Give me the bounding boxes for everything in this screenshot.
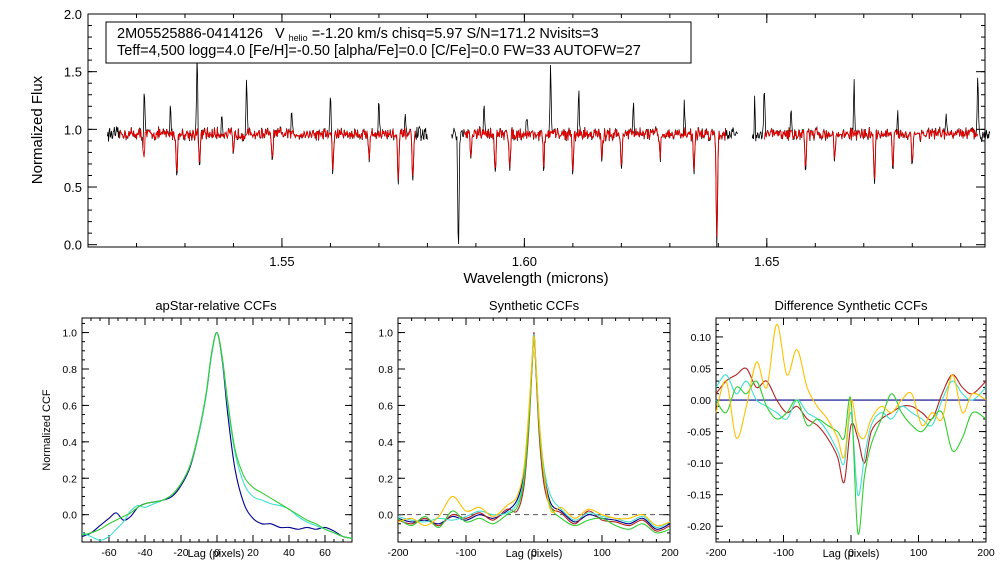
spectrum-model-chip [463, 126, 726, 237]
synthetic-ccf-x-tick-label: -100 [455, 547, 476, 559]
apstar-ccf-panel: apStar-relative CCFs -60 -40 -20 0 20 40 60 0.0… [41, 298, 353, 560]
spectrum-y-tick-label: 1.5 [64, 65, 82, 80]
difference-ccf-y-tick-label: -0.20 [687, 521, 711, 533]
spectrum-info-box [105, 21, 692, 64]
apstar-ccf-series-visit-1 [81, 332, 353, 539]
difference-ccf-x-tick-label: 0 [848, 547, 854, 559]
synthetic-ccf-panel: Synthetic CCFs -200 -100 0 100 200 0.0 0.2 0.4 0… [378, 298, 679, 560]
apstar-ccf-x-tick-label: 20 [247, 547, 259, 559]
synthetic-ccf-series-visit-2 [397, 333, 671, 529]
apstar-ccf-y-tick-label: 0.6 [62, 400, 77, 412]
synthetic-ccf-x-tick-label: 200 [661, 547, 679, 559]
synthetic-ccf-series-visit-4 [397, 335, 671, 527]
difference-ccf-y-tick-label: -0.10 [687, 458, 711, 470]
spectrum-y-axis-label: Normalized Flux [29, 75, 46, 184]
difference-ccf-x-tick-label: -200 [705, 547, 726, 559]
spectrum-y-tick-label: 2.0 [64, 7, 82, 22]
apstar-ccf-x-tick-label: 0 [214, 547, 220, 559]
difference-ccf-panel: Difference Synthetic CCFs -200 -100 0 100 20… [687, 298, 995, 560]
synthetic-ccf-y-tick-label: 0.8 [378, 364, 393, 376]
spectrum-panel: 1.55 1.60 1.65 0.0 0.5 1.0 1.5 2.0 2M05525886-0… [29, 7, 991, 287]
info-line-1-values: =-1.20 km/s chisq=5.97 S/N=171.2 Nvisits… [312, 26, 599, 42]
difference-ccf-y-tick-label: -0.15 [687, 490, 711, 502]
synthetic-ccf-y-tick-label: 0.6 [378, 400, 393, 412]
spectrum-y-tick-label: 0.0 [64, 238, 82, 253]
synthetic-ccf-x-axis-label: Lag (pixels) [506, 548, 563, 560]
spectrum-x-tick-label: 1.55 [269, 254, 294, 269]
spectrum-axis-ticks: 1.55 1.60 1.65 0.0 0.5 1.0 1.5 2.0 [64, 7, 985, 269]
spectrum-x-tick-label: 1.60 [512, 254, 537, 269]
spectrum-observed-series [106, 57, 991, 248]
spectrum-observed-chip [106, 57, 428, 185]
apstar-ccf-x-tick-label: 60 [319, 547, 331, 559]
apstar-ccf-y-tick-label: 1.0 [62, 328, 77, 340]
synthetic-ccf-series-visit-3 [397, 335, 671, 534]
difference-ccf-plot-frame [715, 317, 987, 543]
spectrum-y-tick-label: 1.0 [64, 122, 82, 137]
spectrum-y-tick-label: 0.5 [64, 180, 82, 195]
synthetic-ccf-x-tick-label: 0 [531, 547, 537, 559]
spectrum-x-tick-label: 1.65 [754, 254, 779, 269]
difference-ccf-x-tick-label: 200 [977, 547, 995, 559]
difference-ccf-x-tick-label: -100 [773, 547, 794, 559]
apstar-ccf-series-visit-2 [81, 332, 353, 541]
difference-ccf-y-tick-label: 0.05 [691, 363, 712, 375]
synthetic-ccf-series-visit-1 [397, 332, 671, 532]
apstar-ccf-x-tick-label: 40 [283, 547, 295, 559]
synthetic-ccf-plot-frame [397, 317, 671, 543]
difference-ccf-plot-area: -200 -100 0 100 200 -0.20 -0.15 -0.10 -0.05 0.00 0… [687, 317, 995, 559]
apstar-ccf-y-tick-label: 0.2 [62, 473, 77, 485]
apstar-ccf-plot-frame [81, 317, 353, 543]
spectrum-plot-frame [87, 13, 986, 248]
difference-ccf-y-tick-label: 0.00 [691, 395, 712, 407]
apstar-ccf-y-tick-label: 0.0 [62, 510, 77, 522]
spectrum-model-chip [764, 126, 979, 179]
difference-ccf-x-axis-label: Lag (pixels) [823, 548, 880, 560]
synthetic-ccf-x-tick-label: -200 [387, 547, 408, 559]
synthetic-ccf-y-tick-label: 1.0 [378, 328, 393, 340]
info-line-2: Teff=4,500 logg=4.0 [Fe/H]=-0.50 [alpha/… [117, 43, 641, 59]
difference-ccf-series-visit-3 [715, 380, 987, 535]
synthetic-ccf-title: Synthetic CCFs [489, 298, 580, 313]
difference-ccf-series-visit-4 [715, 323, 987, 459]
apstar-ccf-x-axis-label: Lag (pixels) [188, 548, 245, 560]
difference-ccf-y-tick-label: 0.10 [691, 332, 712, 344]
apstar-ccf-y-axis-label: Normalized CCF [41, 389, 53, 471]
info-line-1: 2M05525886-0414126 V helio =-1.20 km/s c… [117, 26, 599, 45]
vhelio-subscript: helio [289, 33, 308, 43]
apstar-ccf-title: apStar-relative CCFs [155, 298, 277, 313]
synthetic-ccf-y-tick-label: 0.2 [378, 473, 393, 485]
synthetic-ccf-series-combined [397, 335, 671, 530]
synthetic-ccf-y-tick-label: 0.0 [378, 510, 393, 522]
apstar-ccf-y-tick-label: 0.8 [62, 364, 77, 376]
difference-ccf-y-tick-label: -0.05 [687, 427, 711, 439]
apstar-ccf-x-tick-label: -60 [101, 547, 116, 559]
spectrum-x-axis-label: Wavelength (microns) [463, 270, 608, 287]
apstar-ccf-y-tick-label: 0.4 [62, 437, 77, 449]
apstar-ccf-x-tick-label: -40 [137, 547, 152, 559]
star-id: 2M05525886-0414126 [117, 26, 263, 42]
synthetic-ccf-plot-area: -200 -100 0 100 200 0.0 0.2 0.4 0.6 0.8 1.0 [378, 318, 679, 559]
difference-ccf-x-tick-label: 100 [910, 547, 928, 559]
vhelio-symbol: V [275, 26, 285, 42]
apstar-ccf-plot-area: -60 -40 -20 0 20 40 60 0.0 0.2 0.4 0.6 0.8 1.0 [62, 318, 353, 559]
difference-ccf-series-visit-1 [715, 367, 987, 484]
apstar-ccf-series-visit-3 [81, 332, 353, 539]
spectrum-model-series [119, 126, 979, 237]
synthetic-ccf-y-tick-label: 0.4 [378, 437, 393, 449]
spectrum-model-chip [119, 126, 416, 180]
synthetic-ccf-x-tick-label: 100 [593, 547, 611, 559]
difference-ccf-title: Difference Synthetic CCFs [775, 298, 928, 313]
difference-ccf-series-visit-2 [715, 374, 987, 497]
apstar-ccf-x-tick-label: -20 [173, 547, 188, 559]
